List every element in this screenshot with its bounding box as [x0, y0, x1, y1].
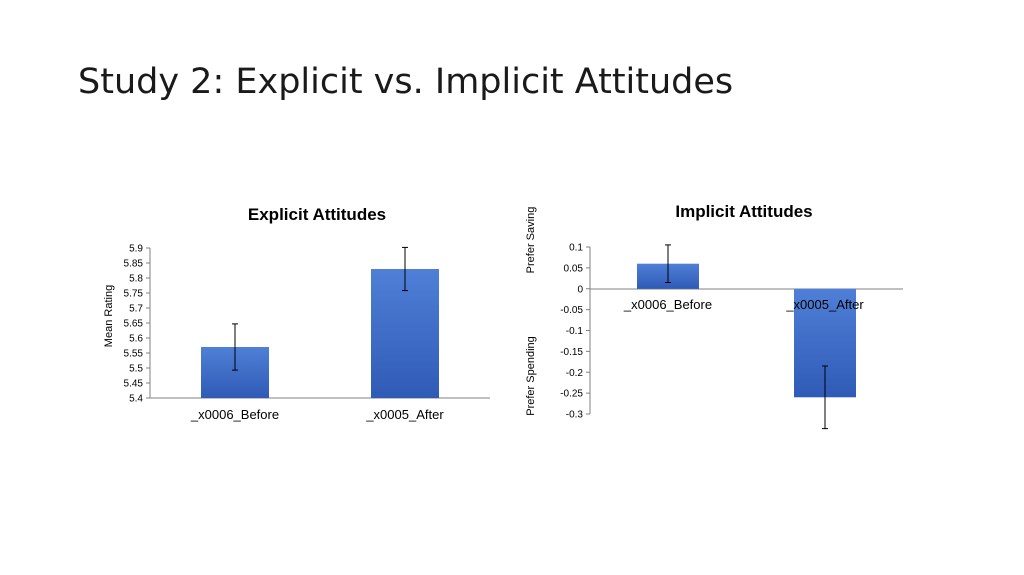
explicit-y-tick-label: 5.7 — [129, 304, 143, 315]
explicit-y-tick-label: 5.8 — [129, 274, 143, 285]
explicit-y-tick-label: 5.4 — [129, 394, 143, 405]
explicit-category-label: _x0006_Before — [190, 407, 279, 422]
implicit-chart: Implicit Attitudes Prefer Saving Prefer … — [525, 202, 903, 430]
implicit-y-tick-label: -0.3 — [566, 410, 584, 421]
implicit-y-ticks: -0.3 -0.25 -0.2 -0.15 -0.1 -0.05 0 0.05 0.1 — [560, 243, 590, 421]
implicit-y-tick-label: -0.05 — [560, 305, 583, 316]
implicit-bars — [637, 244, 856, 430]
implicit-error-bar — [822, 365, 828, 430]
implicit-chart-title: Implicit Attitudes — [675, 202, 812, 221]
implicit-category-label: _x0005_After — [785, 297, 864, 312]
implicit-y-tick-label: -0.25 — [560, 389, 583, 400]
explicit-y-axis-label: Mean Rating — [103, 285, 115, 347]
explicit-y-tick-label: 5.75 — [124, 289, 144, 300]
implicit-y-tick-label: 0.1 — [569, 243, 583, 254]
explicit-y-tick-label: 5.85 — [124, 259, 144, 270]
explicit-error-bar — [402, 246, 408, 292]
explicit-chart-title: Explicit Attitudes — [248, 205, 386, 224]
explicit-y-tick-label: 5.65 — [124, 319, 144, 330]
explicit-bars — [201, 246, 439, 398]
explicit-chart: Explicit Attitudes Mean Rating 5.45.455.… — [103, 205, 490, 422]
slide-title: Study 2: Explicit vs. Implicit Attitudes — [78, 62, 734, 102]
explicit-category-label: _x0005_After — [365, 407, 444, 422]
implicit-y-tick-label: 0.05 — [564, 263, 584, 274]
implicit-y-tick-label: -0.2 — [566, 368, 584, 379]
explicit-y-tick-label: 5.5 — [129, 364, 143, 375]
explicit-error-bar — [232, 323, 238, 371]
implicit-y-tick-label: -0.15 — [560, 347, 583, 358]
implicit-category-label: _x0006_Before — [623, 297, 712, 312]
explicit-y-tick-label: 5.55 — [124, 349, 144, 360]
implicit-y-axis-label-bottom: Prefer Spending — [525, 336, 537, 416]
explicit-y-ticks: 5.4 5.45 5.5 5.55 5.6 5.65 5.7 5.75 5.8 5.85 5.9 — [124, 244, 150, 405]
implicit-y-axis-label-top: Prefer Saving — [525, 207, 537, 274]
explicit-y-tick-label: 5.45 — [124, 379, 144, 390]
implicit-y-tick-label: 0 — [577, 284, 583, 295]
implicit-y-tick-label: -0.1 — [566, 326, 584, 337]
explicit-y-tick-label: 5.9 — [129, 244, 143, 255]
explicit-y-tick-label: 5.6 — [129, 334, 143, 345]
implicit-error-bar — [665, 244, 671, 283]
